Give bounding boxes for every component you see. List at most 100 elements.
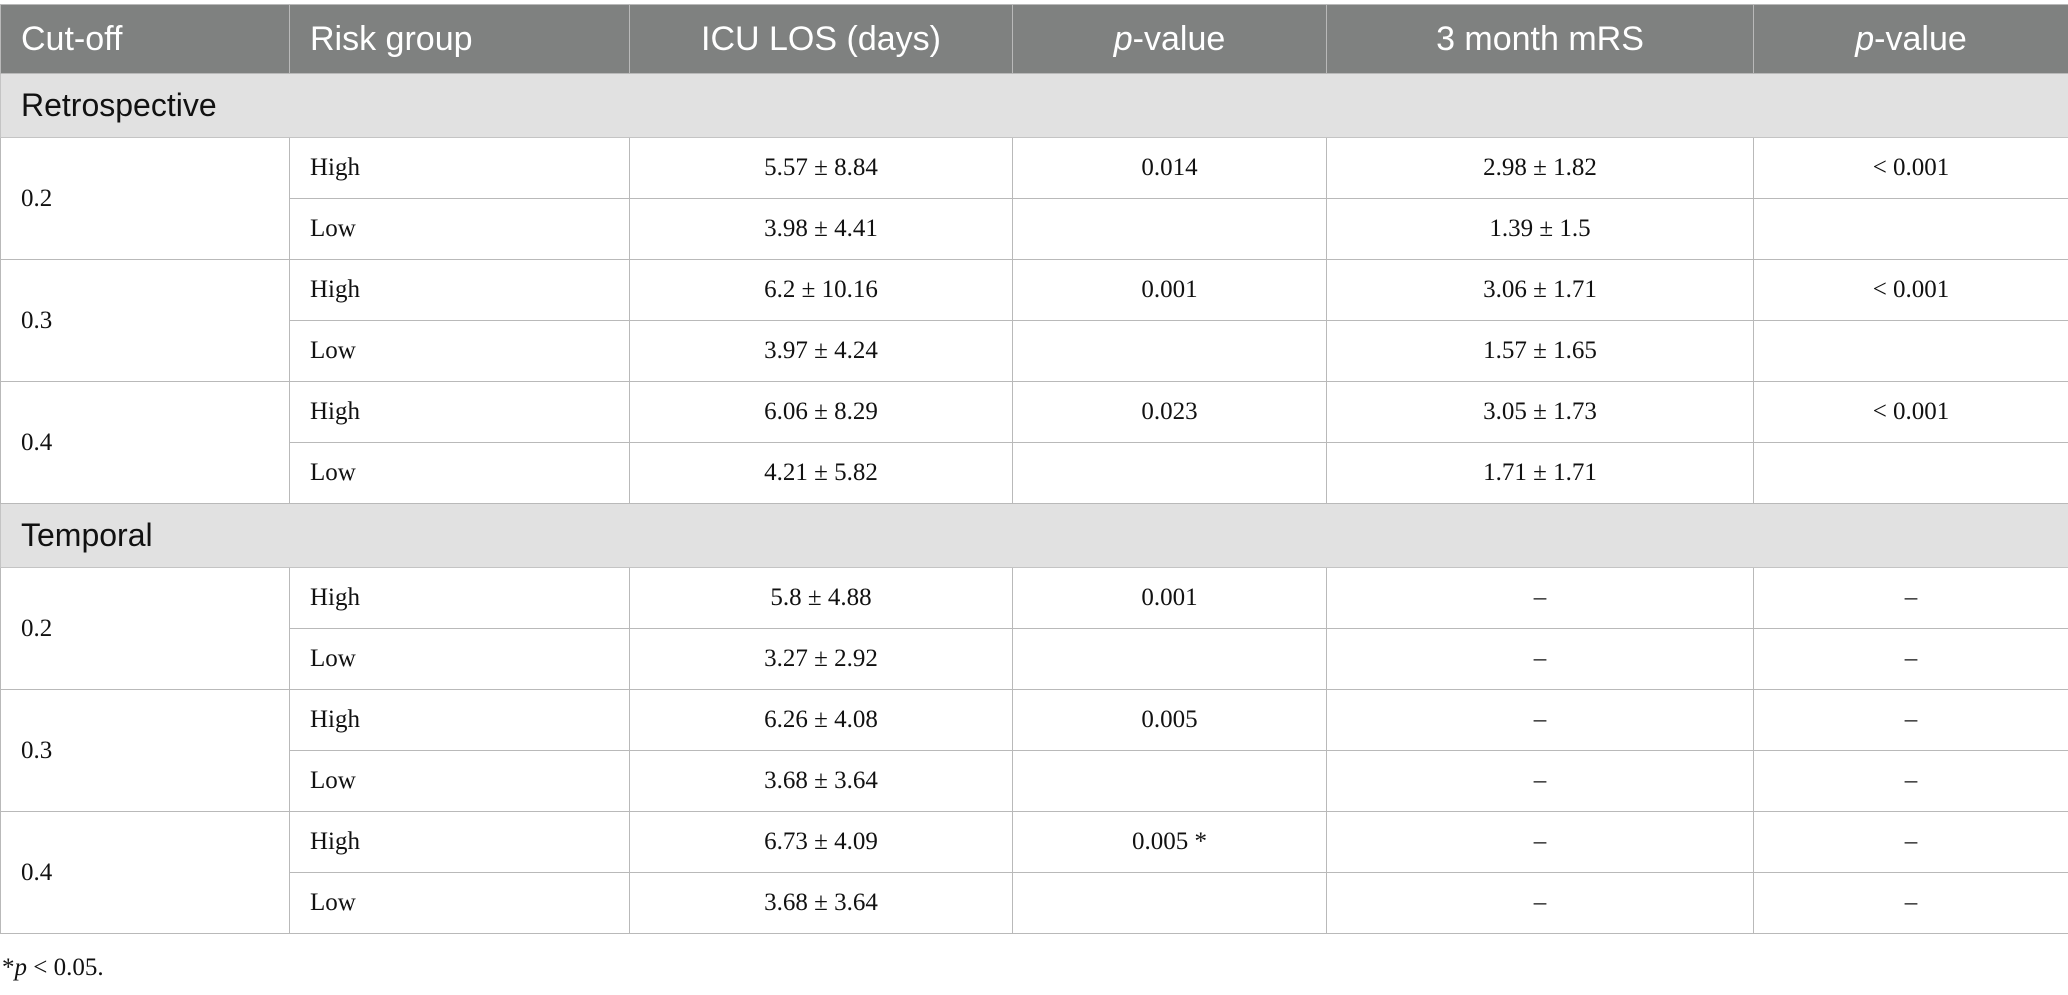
p-value-los-cell: 0.005 *: [1012, 811, 1327, 873]
p-value-los-cell: 0.014: [1012, 137, 1327, 199]
icu-los-cell: 6.26 ± 4.08: [629, 689, 1013, 751]
p-value-mrs-cell: < 0.001: [1753, 259, 2068, 321]
section-row: Temporal: [0, 503, 2068, 568]
mrs-cell: 1.39 ± 1.5: [1326, 198, 1754, 260]
footnote-text: < 0.05.: [27, 954, 104, 981]
header-p-rest: -value: [1132, 19, 1226, 58]
mrs-cell: –: [1326, 567, 1754, 629]
table-row: 0.4 High 6.06 ± 8.29 0.023 3.05 ± 1.73 < 0.00…: [0, 381, 2068, 504]
mrs-cell: 2.98 ± 1.82: [1326, 137, 1754, 199]
mrs-cell: 1.71 ± 1.71: [1326, 442, 1754, 504]
table-row: Low 3.68 ± 3.64 – –: [1, 750, 2068, 812]
mrs-cell: 1.57 ± 1.65: [1326, 320, 1754, 382]
p-value-los-cell: [1012, 628, 1327, 690]
p-value-mrs-cell: [1753, 320, 2068, 382]
p-value-los-cell: [1012, 320, 1327, 382]
p-value-los-cell: 0.001: [1012, 567, 1327, 629]
table-row: 0.3 High 6.26 ± 4.08 0.005– –: [0, 689, 2068, 812]
risk-group-cell: Low: [289, 750, 630, 812]
icu-los-cell: 4.21 ± 5.82: [629, 442, 1013, 504]
cutoff-cell: 0.2: [0, 137, 290, 260]
header-p-rest: -value: [1874, 19, 1967, 58]
footnote: *p < 0.05.: [2, 954, 104, 982]
mrs-cell: –: [1326, 628, 1754, 690]
risk-group-cell: Low: [289, 198, 630, 260]
header-icu-los: ICU LOS (days): [629, 4, 1013, 74]
mrs-cell: 3.06 ± 1.71: [1326, 259, 1754, 321]
icu-los-cell: 6.73 ± 4.09: [629, 811, 1013, 873]
p-value-los-cell: 0.001: [1012, 259, 1327, 321]
risk-group-cell: High: [289, 259, 630, 321]
icu-los-cell: 5.57 ± 8.84: [629, 137, 1013, 199]
cutoff-cell: 0.3: [0, 259, 290, 382]
cutoff-cell: 0.4: [0, 381, 290, 504]
p-value-mrs-cell: [1753, 198, 2068, 260]
icu-los-cell: 6.06 ± 8.29: [629, 381, 1013, 443]
results-table: Cut-off Risk group ICU LOS (days) p-valu…: [0, 4, 2068, 934]
table-row: Low 3.68 ± 3.64 – –: [1, 872, 2068, 934]
mrs-cell: 3.05 ± 1.73: [1326, 381, 1754, 443]
header-row: Cut-off Risk group ICU LOS (days) p-valu…: [0, 4, 2068, 74]
header-cutoff: Cut-off: [0, 4, 290, 74]
section-row: Retrospective: [0, 73, 2068, 138]
p-value-mrs-cell: –: [1753, 811, 2068, 873]
table-row: 0.3 High 6.2 ± 10.16 0.001 3.06 ± 1.71 < 0.00…: [0, 259, 2068, 382]
header-p-value-mrs: p-value: [1753, 4, 2068, 74]
risk-group-cell: Low: [289, 628, 630, 690]
icu-los-cell: 3.68 ± 3.64: [629, 872, 1013, 934]
header-risk-group: Risk group: [289, 4, 630, 74]
p-value-mrs-cell: –: [1753, 689, 2068, 751]
icu-los-cell: 3.98 ± 4.41: [629, 198, 1013, 260]
p-value-mrs-cell: –: [1753, 872, 2068, 934]
risk-group-cell: High: [289, 381, 630, 443]
icu-los-cell: 3.68 ± 3.64: [629, 750, 1013, 812]
p-value-los-cell: [1012, 872, 1327, 934]
table-row: 0.2 High 5.8 ± 4.88 0.001– –: [0, 567, 2068, 690]
p-value-mrs-cell: –: [1753, 567, 2068, 629]
p-value-mrs-cell: < 0.001: [1753, 381, 2068, 443]
p-value-mrs-cell: < 0.001: [1753, 137, 2068, 199]
table-row: 0.2 High 5.57 ± 8.84 0.014 2.98 ± 1.82 < 0.00…: [0, 137, 2068, 260]
icu-los-cell: 3.97 ± 4.24: [629, 320, 1013, 382]
header-p-value-los: p-value: [1012, 4, 1327, 74]
risk-group-cell: Low: [289, 872, 630, 934]
p-value-los-cell: 0.005: [1012, 689, 1327, 751]
section-title: Retrospective: [0, 73, 2068, 138]
table-row: 0.4 High 6.73 ± 4.09 0.005 * – –: [0, 811, 2068, 934]
table-row: Low 3.98 ± 4.41 1.39 ± 1.5: [1, 198, 2068, 260]
footnote-star: *: [2, 954, 15, 981]
mrs-cell: –: [1326, 750, 1754, 812]
section-title: Temporal: [0, 503, 2068, 568]
cutoff-cell: 0.2: [0, 567, 290, 690]
table-header: Cut-off Risk group ICU LOS (days) p-valu…: [0, 4, 2068, 74]
icu-los-cell: 6.2 ± 10.16: [629, 259, 1013, 321]
p-value-los-cell: 0.023: [1012, 381, 1327, 443]
mrs-cell: –: [1326, 689, 1754, 751]
footnote-p: p: [14, 954, 28, 981]
table-body: Retrospective 0.2 High 5.57 ± 8.84 0.014 2.98…: [0, 73, 2068, 934]
p-value-los-cell: [1012, 198, 1327, 260]
p-value-mrs-cell: [1753, 442, 2068, 504]
header-p-italic: p: [1855, 19, 1875, 58]
p-value-mrs-cell: –: [1753, 750, 2068, 812]
icu-los-cell: 5.8 ± 4.88: [629, 567, 1013, 629]
risk-group-cell: High: [289, 567, 630, 629]
header-p-italic: p: [1113, 19, 1133, 58]
p-value-mrs-cell: –: [1753, 628, 2068, 690]
cutoff-cell: 0.4: [0, 811, 290, 934]
p-value-los-cell: [1012, 750, 1327, 812]
risk-group-cell: High: [289, 137, 630, 199]
risk-group-cell: High: [289, 689, 630, 751]
risk-group-cell: High: [289, 811, 630, 873]
cutoff-cell: 0.3: [0, 689, 290, 812]
icu-los-cell: 3.27 ± 2.92: [629, 628, 1013, 690]
table-row: Low 3.27 ± 2.92 – –: [1, 628, 2068, 690]
risk-group-cell: Low: [289, 320, 630, 382]
p-value-los-cell: [1012, 442, 1327, 504]
header-mrs: 3 month mRS: [1326, 4, 1754, 74]
table-row: Low 4.21 ± 5.82 1.71 ± 1.71: [1, 442, 2068, 504]
risk-group-cell: Low: [289, 442, 630, 504]
mrs-cell: –: [1326, 872, 1754, 934]
table-row: Low 3.97 ± 4.24 1.57 ± 1.65: [1, 320, 2068, 382]
mrs-cell: –: [1326, 811, 1754, 873]
